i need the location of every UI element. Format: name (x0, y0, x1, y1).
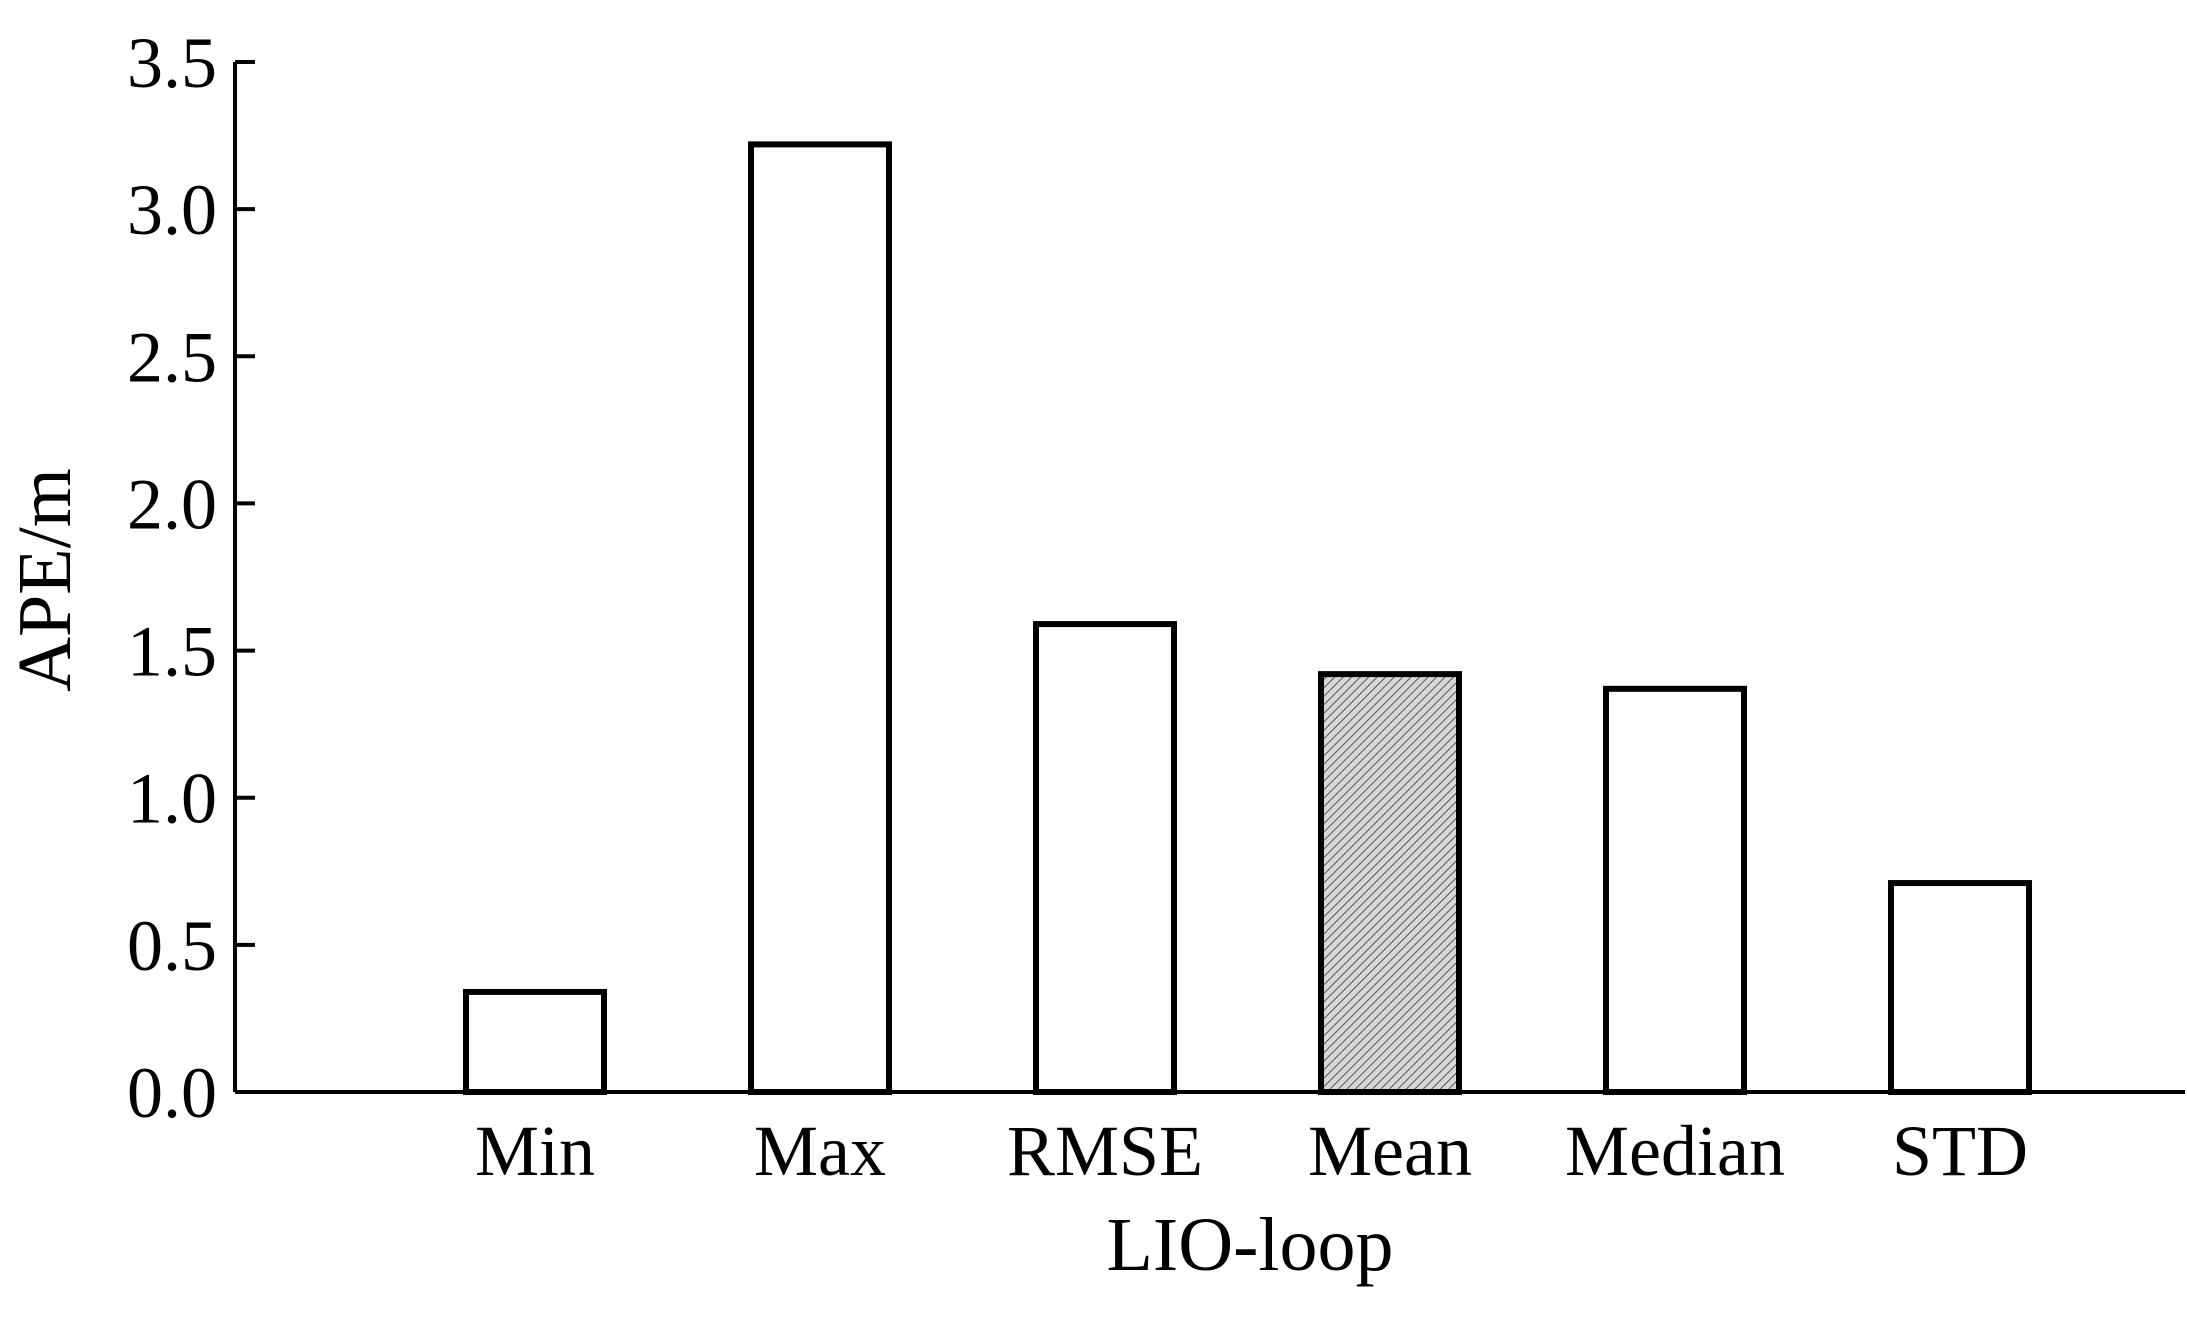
x-tick-label-max: Max (754, 1111, 886, 1191)
bar-rmse (1033, 621, 1177, 1095)
bar-max (748, 141, 892, 1095)
y-tick-label: 0.5 (127, 906, 217, 986)
bar-mean (1318, 671, 1462, 1095)
bar-median (1603, 685, 1747, 1095)
x-axis-title: LIO-loop (1106, 1203, 1393, 1287)
y-tick-label: 1.5 (127, 612, 217, 692)
axes-group (233, 62, 2185, 1094)
y-tick-label: 2.5 (127, 317, 217, 397)
bars-group (463, 141, 2032, 1096)
x-tick-label-median: Median (1565, 1111, 1785, 1191)
x-tick-label-mean: Mean (1308, 1111, 1472, 1191)
bar-std (1888, 880, 2032, 1095)
x-tick-label-std: STD (1892, 1111, 2028, 1191)
y-tick-label: 0.0 (127, 1053, 217, 1133)
y-tick-label: 1.0 (127, 759, 217, 839)
x-tick-labels-group: Min Max RMSE Mean Median STD (475, 1111, 2028, 1191)
y-axis-title: APE/m (3, 468, 87, 692)
y-ticks-group: 0.0 0.5 1.0 1.5 2.0 2.5 3.0 3.5 (127, 23, 255, 1133)
x-tick-label-rmse: RMSE (1007, 1111, 1203, 1191)
y-tick-label: 3.5 (127, 23, 217, 103)
y-tick-label: 2.0 (127, 464, 217, 544)
x-tick-label-min: Min (475, 1111, 595, 1191)
y-tick-label: 3.0 (127, 170, 217, 250)
bar-min (463, 988, 607, 1096)
